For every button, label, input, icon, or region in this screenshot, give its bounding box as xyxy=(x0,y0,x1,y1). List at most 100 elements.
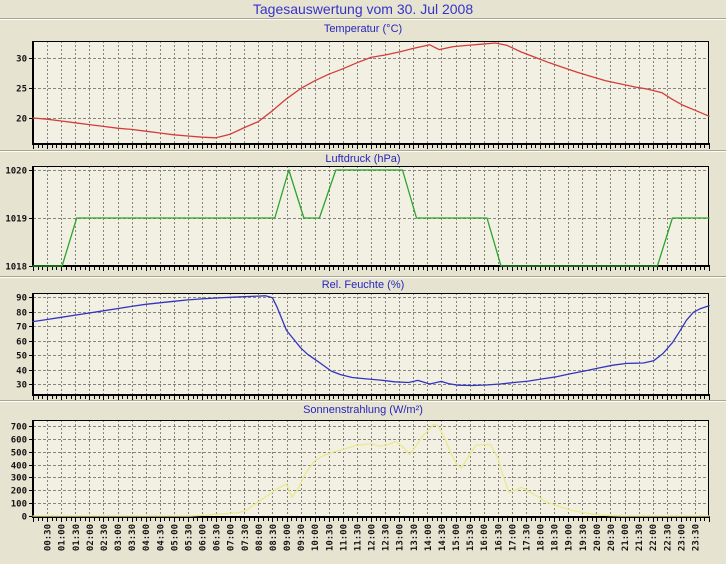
series-line xyxy=(32,424,710,517)
x-axis-tick xyxy=(305,145,306,148)
y-axis-label: 500 xyxy=(11,449,27,459)
series-line xyxy=(32,169,710,267)
x-axis-tick xyxy=(460,518,461,521)
x-axis-tick xyxy=(573,518,574,521)
x-axis-tick xyxy=(343,518,344,522)
x-axis-tick xyxy=(75,396,76,400)
x-axis-tick xyxy=(240,267,241,270)
x-axis-tick xyxy=(653,518,654,522)
x-axis-label: 11:30 xyxy=(353,524,363,551)
x-axis-label: 17:30 xyxy=(522,524,532,551)
x-axis-tick xyxy=(371,267,372,271)
x-axis-tick xyxy=(653,396,654,400)
x-axis-tick xyxy=(629,267,630,270)
x-axis-tick xyxy=(521,145,522,148)
x-axis-tick xyxy=(615,396,616,399)
x-axis-tick xyxy=(601,145,602,148)
x-axis-tick xyxy=(333,518,334,521)
x-axis-tick xyxy=(99,518,100,521)
x-axis-tick xyxy=(287,518,288,522)
x-axis-tick xyxy=(531,518,532,521)
x-axis-tick xyxy=(150,518,151,521)
x-axis-tick xyxy=(535,145,536,148)
x-axis-tick xyxy=(423,267,424,270)
x-axis-tick xyxy=(690,396,691,399)
solar-radiation-chart-title: Sonnenstrahlung (W/m²) xyxy=(303,404,423,416)
x-axis-tick xyxy=(441,145,442,149)
x-axis-tick xyxy=(540,396,541,400)
x-axis-tick xyxy=(671,145,672,148)
x-axis-label: 16:30 xyxy=(494,524,504,551)
x-axis-tick xyxy=(479,145,480,148)
x-axis-tick xyxy=(211,267,212,270)
x-axis-tick xyxy=(700,267,701,270)
x-axis-tick xyxy=(319,518,320,521)
x-axis-tick xyxy=(620,267,621,270)
x-axis-tick xyxy=(211,396,212,399)
x-axis-label: 04:30 xyxy=(156,524,166,551)
x-axis-tick xyxy=(484,396,485,400)
x-axis-tick xyxy=(150,145,151,148)
x-axis-tick xyxy=(545,518,546,521)
x-axis-tick xyxy=(526,396,527,400)
x-axis-tick xyxy=(324,267,325,270)
x-axis-tick xyxy=(587,518,588,521)
x-axis-tick xyxy=(179,145,180,148)
x-axis-tick xyxy=(625,518,626,522)
y-axis-label: 1019 xyxy=(5,215,27,225)
x-axis-tick xyxy=(211,518,212,521)
x-axis-tick xyxy=(127,396,128,399)
x-axis-tick xyxy=(709,267,710,271)
x-axis-tick xyxy=(366,145,367,148)
x-axis-tick xyxy=(676,396,677,399)
x-axis-tick xyxy=(578,145,579,148)
x-axis-label: 20:30 xyxy=(607,524,617,551)
x-axis-tick xyxy=(517,145,518,148)
x-axis-tick xyxy=(545,267,546,270)
x-axis-tick xyxy=(399,267,400,271)
x-axis-tick xyxy=(460,396,461,399)
x-axis-tick xyxy=(146,145,147,149)
x-axis-tick xyxy=(66,145,67,148)
temperature-chart: 20 25 30 xyxy=(16,41,710,149)
x-axis-tick xyxy=(376,396,377,399)
x-axis-tick xyxy=(474,396,475,399)
x-axis-tick xyxy=(71,518,72,521)
humidity-panel: Rel. Feuchte (%) 30 40 50 60 70 80 90 xyxy=(0,278,726,400)
x-axis-tick xyxy=(38,518,39,521)
y-axis-label: 0 xyxy=(22,513,27,523)
x-axis-tick xyxy=(451,518,452,521)
x-axis-tick xyxy=(639,396,640,400)
x-axis-tick xyxy=(681,396,682,400)
x-axis-tick xyxy=(291,518,292,521)
x-axis-tick xyxy=(686,396,687,399)
x-axis-tick xyxy=(456,145,457,149)
x-axis-label: 06:30 xyxy=(213,524,223,551)
x-axis-tick xyxy=(470,267,471,271)
x-axis-tick xyxy=(164,145,165,148)
x-axis-tick xyxy=(188,145,189,149)
x-axis-tick xyxy=(291,396,292,399)
x-axis-tick xyxy=(709,518,710,522)
x-axis-tick xyxy=(193,145,194,148)
x-axis-tick xyxy=(535,518,536,521)
plot-area xyxy=(33,41,709,144)
x-axis-tick xyxy=(681,145,682,149)
x-axis-tick xyxy=(61,518,62,522)
x-axis-tick xyxy=(521,396,522,399)
x-axis-tick xyxy=(282,396,283,399)
x-axis-tick xyxy=(380,396,381,399)
y-axis-label: 80 xyxy=(16,309,27,319)
x-axis-tick xyxy=(52,267,53,270)
x-axis-tick xyxy=(305,396,306,399)
x-axis-label: 11:00 xyxy=(339,524,349,551)
x-axis-tick xyxy=(592,396,593,399)
x-axis-tick xyxy=(498,145,499,149)
x-axis-tick xyxy=(498,396,499,400)
x-axis-tick xyxy=(606,396,607,399)
pressure-chart: 1018 1019 1020 xyxy=(5,166,710,273)
x-axis-tick xyxy=(287,396,288,400)
x-axis-tick xyxy=(620,145,621,148)
x-axis-tick xyxy=(634,396,635,399)
x-axis-tick xyxy=(479,518,480,521)
